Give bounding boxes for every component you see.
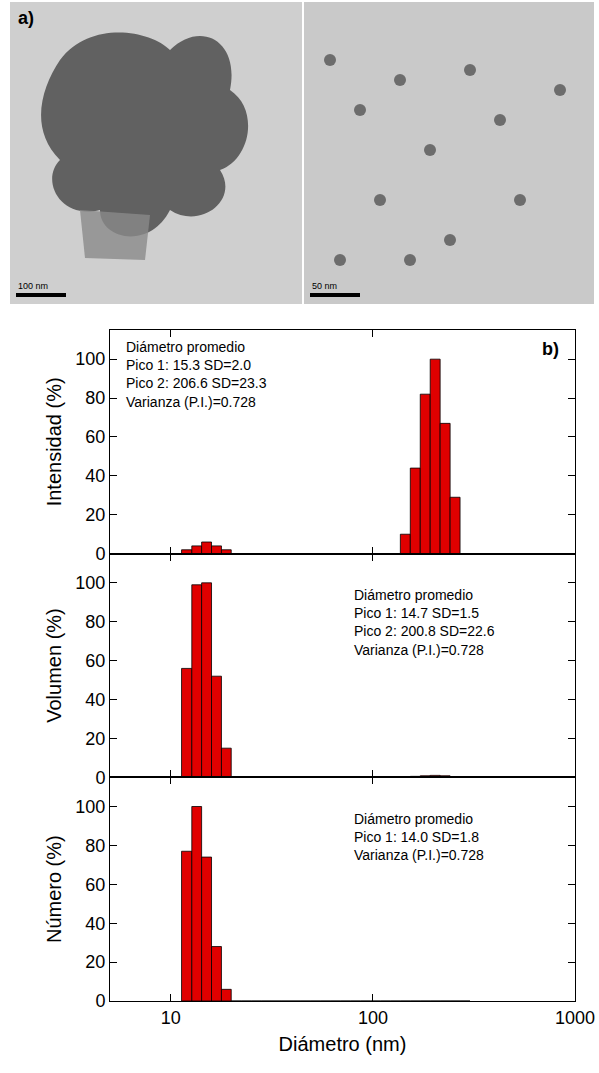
svg-text:0: 0: [95, 544, 105, 564]
svg-text:80: 80: [85, 612, 105, 632]
svg-text:Diámetro promedioPico 1: 15.3: Diámetro promedioPico 1: 15.3 SD=2.0Pico…: [126, 339, 267, 410]
svg-text:Intensidad (%): Intensidad (%): [43, 377, 65, 506]
svg-text:Diámetro (nm): Diámetro (nm): [279, 1033, 407, 1055]
svg-text:20: 20: [85, 505, 105, 525]
svg-text:100: 100: [75, 797, 105, 817]
svg-text:60: 60: [85, 651, 105, 671]
svg-text:0: 0: [95, 991, 105, 1011]
svg-text:20: 20: [85, 729, 105, 749]
svg-text:Diámetro promedioPico 1: 14.0: Diámetro promedioPico 1: 14.0 SD=1.8Vari…: [354, 811, 484, 863]
svg-text:40: 40: [85, 690, 105, 710]
svg-text:10: 10: [161, 1008, 181, 1028]
svg-text:20: 20: [85, 952, 105, 972]
svg-text:40: 40: [85, 914, 105, 934]
svg-text:100 nm: 100 nm: [18, 281, 48, 291]
svg-text:100: 100: [75, 349, 105, 369]
svg-text:80: 80: [85, 388, 105, 408]
svg-text:Diámetro promedioPico 1: 14.7: Diámetro promedioPico 1: 14.7 SD=1.5Pico…: [354, 587, 495, 658]
svg-text:1000: 1000: [555, 1008, 595, 1028]
svg-text:0: 0: [95, 768, 105, 788]
svg-text:a): a): [18, 8, 34, 28]
svg-text:60: 60: [85, 875, 105, 895]
svg-text:b): b): [542, 339, 559, 359]
svg-text:Volumen (%): Volumen (%): [43, 608, 65, 723]
svg-text:100: 100: [358, 1008, 388, 1028]
svg-text:50 nm: 50 nm: [312, 281, 337, 291]
svg-text:40: 40: [85, 466, 105, 486]
svg-text:Número (%): Número (%): [43, 835, 65, 943]
svg-text:80: 80: [85, 836, 105, 856]
svg-text:60: 60: [85, 427, 105, 447]
svg-text:100: 100: [75, 573, 105, 593]
